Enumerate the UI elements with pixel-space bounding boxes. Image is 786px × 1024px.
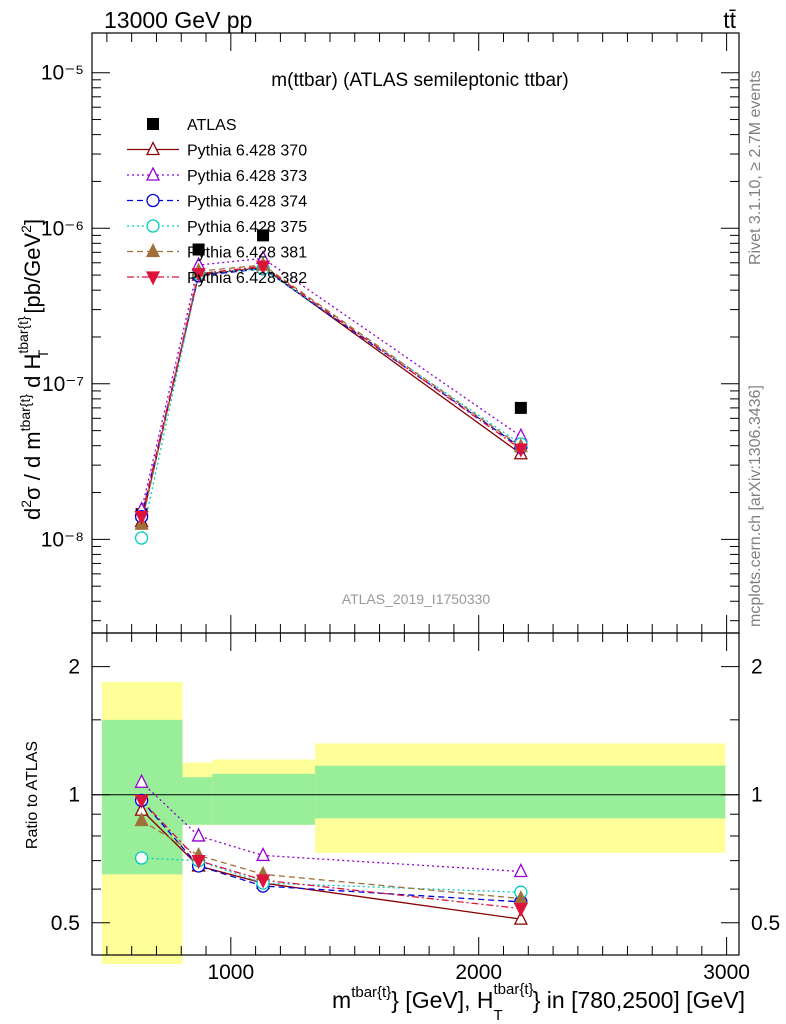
ratio-point (134, 794, 149, 809)
legend-label: Pythia 6.428 370 (187, 143, 307, 160)
legend-marker (145, 166, 161, 181)
ratio-y-tick-label: 0.5 (751, 912, 780, 935)
ratio-y-tick-label: 2 (751, 656, 763, 679)
ratio-y-tick-label: 2 (68, 656, 80, 679)
legend-marker (145, 271, 161, 286)
data-point (257, 229, 270, 242)
data-point (134, 510, 149, 526)
legend-label: Pythia 6.428 375 (187, 219, 307, 236)
ratio-band-inner (182, 777, 213, 825)
ratio-band-inner (315, 765, 726, 819)
ratio-point (191, 854, 206, 870)
mcplots-label: mcplots.cern.ch [arXiv:1306.3436] (747, 385, 764, 627)
rivet-label: Rivet 3.1.10, ≥ 2.7M events (747, 70, 764, 265)
ratio-y-tick-label: 1 (751, 784, 763, 807)
data-point (191, 268, 206, 283)
x-axis-label: mtbar{t}} [GeV], Htbar{t} T} in [780,2500… (332, 981, 745, 1024)
y-tick-label: 10⁻⁸ (41, 528, 84, 551)
legend-marker (147, 118, 159, 130)
analysis-label: ATLAS_2019_I1750330 (342, 591, 491, 607)
ratio-series-line (141, 857, 521, 893)
x-tick-label: 2000 (455, 961, 502, 984)
legend-marker (145, 141, 161, 156)
series-line (140, 267, 522, 517)
legend-label: ATLAS (187, 117, 237, 134)
header-left: 13000 GeV pp (104, 7, 252, 33)
ratio-axes: 1000 2000 3000 0.5 0.5 1 1 2 2 (51, 633, 780, 984)
x-tick-label: 1000 (207, 961, 254, 984)
legend: ATLAS Pythia 6.428 370 Pythia 6.428 373 Pyt… (127, 117, 307, 287)
ratio-point (134, 851, 149, 865)
legend-label: Pythia 6.428 373 (187, 168, 307, 185)
series-line (140, 264, 522, 525)
series-line (140, 265, 522, 517)
main-axes: 10⁻⁸ 10⁻⁷ 10⁻⁶ 10⁻⁵ (41, 33, 739, 633)
ratio-y-tick-label: 1 (68, 784, 80, 807)
ratio-point (513, 863, 528, 878)
data-point (255, 260, 271, 275)
ratio-point (191, 827, 206, 842)
data-point (192, 243, 205, 256)
ratio-series-line (141, 819, 521, 900)
main-curves (134, 229, 528, 545)
ratio-series-line (141, 799, 521, 910)
data-point (134, 531, 149, 545)
data-point (514, 401, 527, 414)
y-tick-label: 10⁻⁷ (42, 373, 84, 396)
series-line (140, 267, 522, 539)
ratio-frame (91, 632, 740, 956)
series-line (140, 257, 522, 510)
legend-marker (146, 219, 160, 233)
ratio-band-inner (212, 773, 316, 825)
ratio-point (255, 846, 271, 862)
ratio-y-tick-label: 0.5 (51, 912, 80, 935)
ratio-point (513, 902, 528, 918)
x-tick-label: 3000 (703, 961, 750, 984)
ratio-point (255, 874, 271, 889)
series-line (140, 266, 522, 522)
ratio-point (134, 773, 149, 788)
ratio-series-line (141, 799, 521, 903)
legend-label: Pythia 6.428 381 (187, 245, 307, 262)
main-panel: 10⁻⁸ 10⁻⁷ 10⁻⁶ 10⁻⁵ m(ttbar) (ATLAS semilep… (15, 32, 740, 634)
header-right: tt̄ (723, 7, 736, 33)
data-point (513, 443, 528, 458)
ratio-y-axis-label: Ratio to ATLAS (24, 741, 41, 849)
ratio-point (513, 910, 528, 925)
ratio-bands (92, 682, 739, 965)
ratio-panel: 1000 2000 3000 0.5 0.5 1 1 2 2 Ratio to ATLAS mt… (24, 632, 780, 1024)
legend-label: Pythia 6.428 382 (187, 270, 307, 287)
y-tick-label: 10⁻⁵ (41, 62, 84, 85)
y-tick-label: 10⁻⁶ (41, 217, 84, 240)
main-title: m(ttbar) (ATLAS semileptonic ttbar) (271, 70, 568, 91)
main-y-axis-label: d2σ / d mtbar{t} d Htbar{t}T [pb/GeV2] (15, 219, 51, 520)
legend-marker (145, 243, 161, 258)
legend-label: Pythia 6.428 374 (187, 194, 307, 211)
ratio-curves (134, 773, 528, 925)
legend-marker (146, 193, 160, 208)
ratio-point (134, 812, 149, 827)
